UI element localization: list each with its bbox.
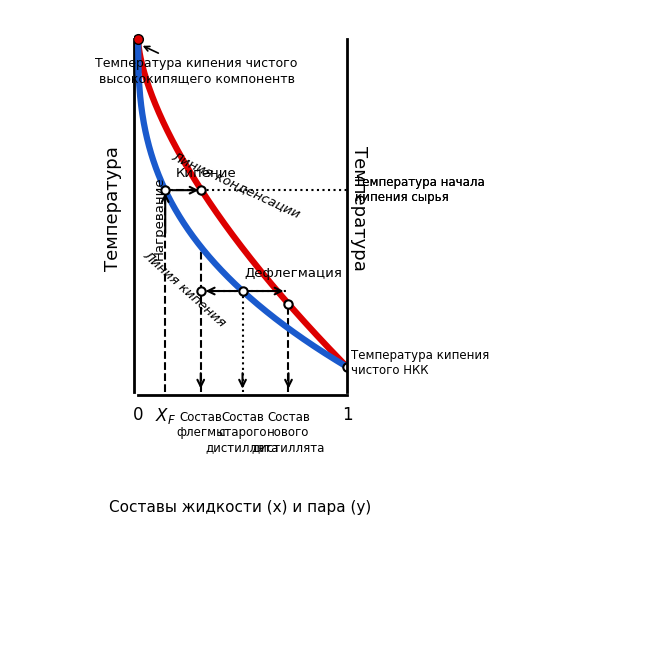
Text: Дефлегмация: Дефлегмация: [245, 267, 342, 281]
Y-axis label: Температура: Температура: [350, 146, 368, 271]
Text: Кипение: Кипение: [176, 167, 236, 180]
Text: Линия кипения: Линия кипения: [140, 248, 228, 330]
Text: Линия конденсации: Линия конденсации: [170, 149, 302, 220]
Text: Состав
нового
дистиллята: Состав нового дистиллята: [252, 411, 325, 454]
Text: Состав
флегмы: Состав флегмы: [176, 411, 226, 439]
Text: Температура начала
кипения сырья: Температура начала кипения сырья: [356, 176, 485, 204]
Text: Состав
старого
дистиллята: Состав старого дистиллята: [206, 411, 279, 454]
Text: Температура кипения чистого
высококипящего компонентв: Температура кипения чистого высококипяще…: [95, 46, 298, 85]
Text: 1: 1: [342, 405, 352, 423]
Text: 0: 0: [133, 405, 143, 423]
Text: Нагревание: Нагревание: [152, 176, 165, 260]
Text: Температура: Температура: [104, 146, 121, 271]
Text: Температура начала
кипения сырья: Температура начала кипения сырья: [356, 176, 485, 204]
Text: Температура кипения
чистого НКК: Температура кипения чистого НКК: [351, 349, 489, 377]
Text: Составы жидкости (x) и пара (y): Составы жидкости (x) и пара (y): [110, 500, 371, 515]
Text: $X_F$: $X_F$: [155, 405, 176, 425]
